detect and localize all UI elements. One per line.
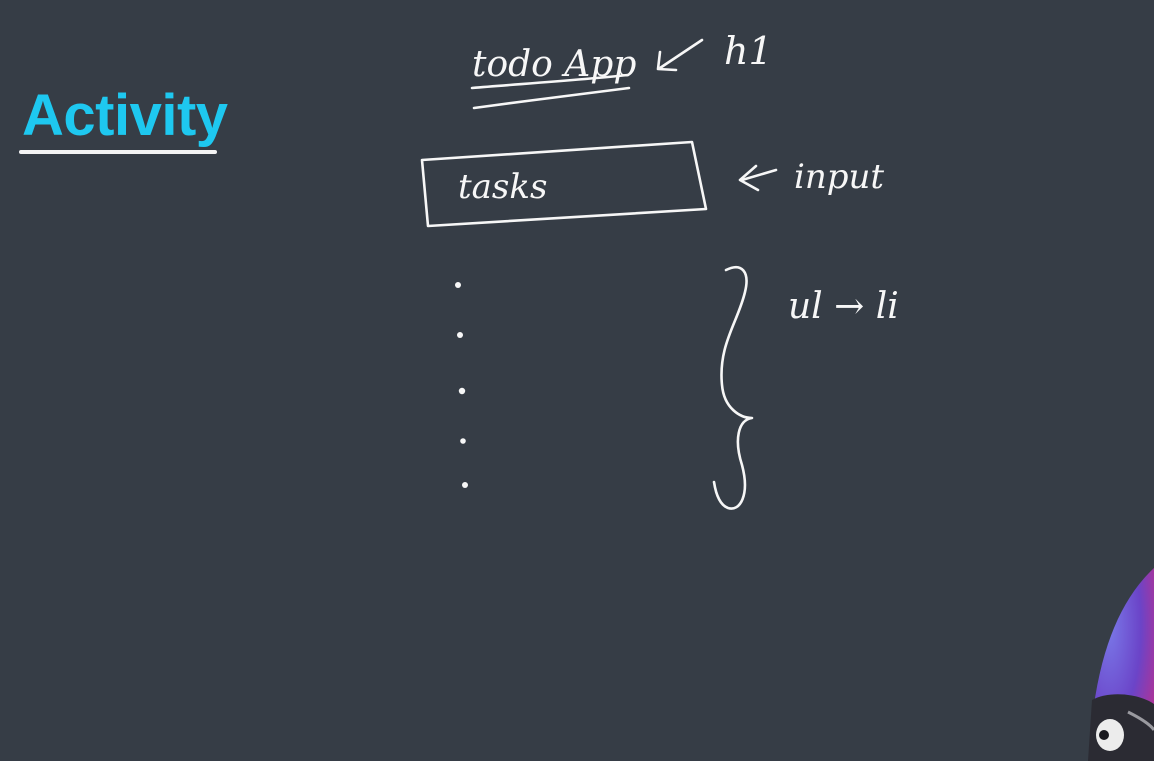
list-item-bullet: [457, 332, 463, 338]
sketch-title-underline-1: [470, 73, 630, 90]
sketch-list: [455, 282, 468, 488]
input-label: input: [794, 157, 884, 197]
list-item-bullet: [460, 438, 466, 444]
list-item-bullet: [458, 387, 466, 395]
h1-label: h1: [724, 29, 773, 73]
list-item-bullet: [455, 282, 461, 288]
arrow-to-input-line: [740, 168, 778, 182]
arrow-to-h1-head: [656, 50, 678, 72]
activity-heading-underline: [19, 150, 217, 154]
list-curly-brace: [712, 265, 754, 510]
activity-heading: Activity: [22, 83, 228, 148]
sketch-input-box: [420, 140, 708, 228]
sketch-title-underline-2: [472, 86, 631, 110]
sketch-title-text: todo App: [472, 44, 636, 85]
sketch-input-placeholder: tasks: [458, 167, 547, 207]
list-item-bullet: [462, 482, 468, 488]
arrow-to-h1-line: [658, 38, 704, 70]
arrow-to-input-head: [738, 164, 760, 192]
list-label: ul → li: [788, 286, 899, 327]
